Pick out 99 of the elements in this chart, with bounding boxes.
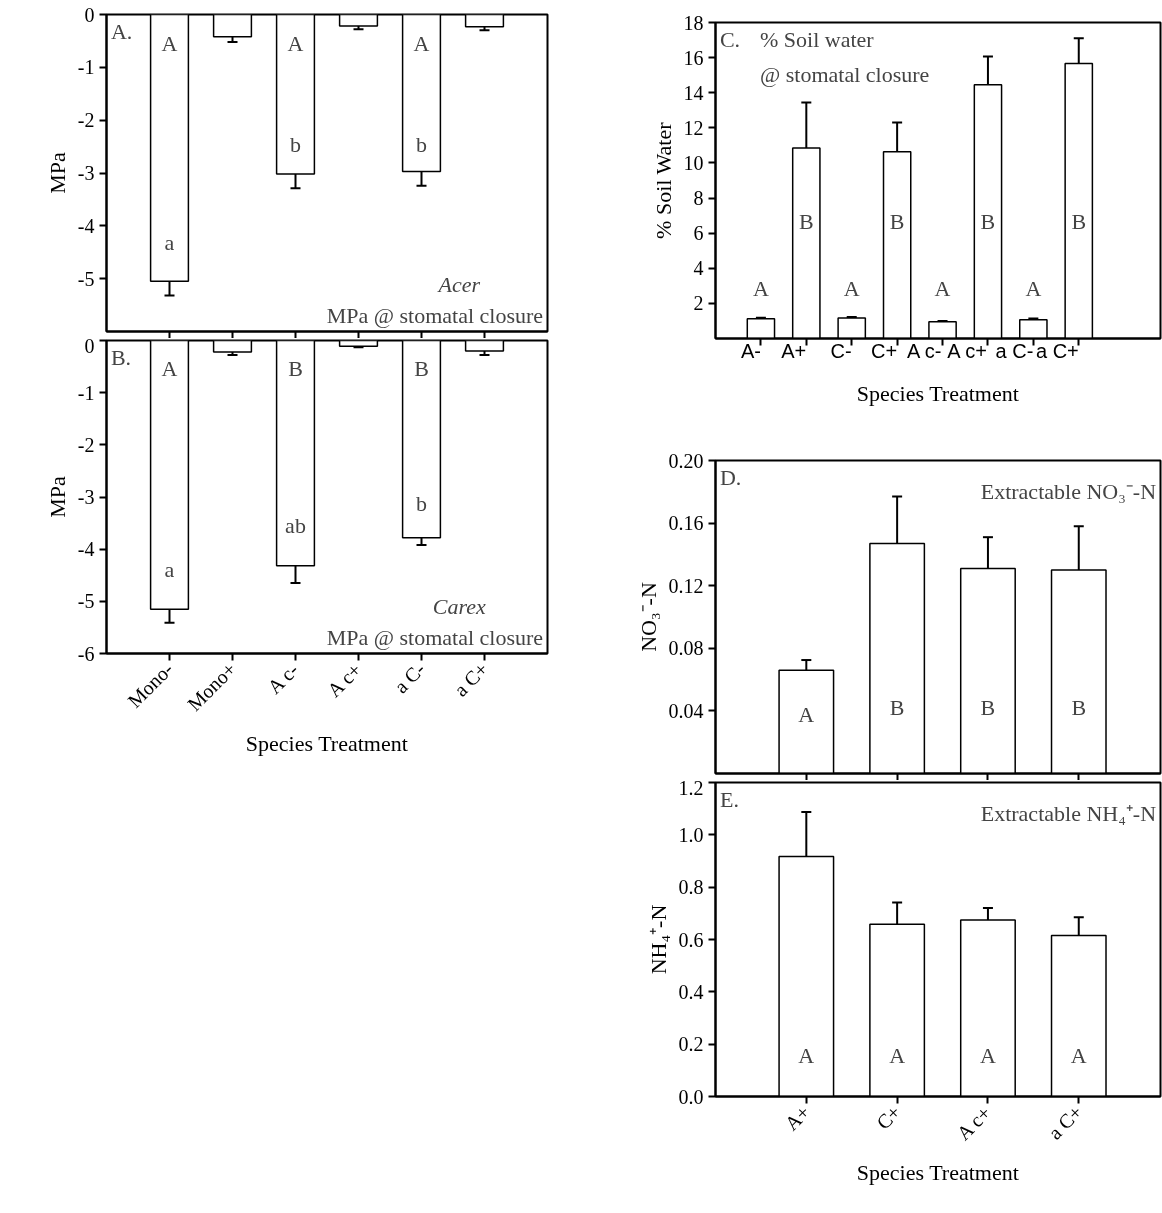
annotation: A: [752, 275, 769, 301]
y-tick-label: 14: [683, 81, 704, 104]
annotation: A: [798, 1043, 815, 1069]
annotation: B: [798, 209, 814, 235]
y-tick-label: -2: [77, 109, 95, 132]
y-tick-label: 4: [693, 257, 704, 280]
y-tick-label: 0: [84, 3, 95, 26]
annotation: b: [416, 132, 427, 158]
annotation: Acer: [436, 271, 481, 297]
y-axis-title: MPa: [44, 475, 70, 518]
annotation: B: [288, 356, 303, 382]
annotation: B: [1071, 695, 1087, 721]
y-tick-label: 0.12: [668, 574, 704, 597]
y-tick-label: -1: [77, 381, 95, 404]
x-tick-label: a C+: [1035, 339, 1079, 362]
y-tick-label: 0.16: [668, 512, 704, 535]
y-tick-label: 10: [683, 151, 704, 174]
annotation: A: [934, 275, 951, 301]
x-tick-label: A c+: [952, 1101, 995, 1145]
y-tick-label: 0.04: [668, 699, 704, 722]
annotation: B: [414, 356, 429, 382]
annotation: B: [889, 695, 905, 721]
annotation: B: [1071, 209, 1087, 235]
y-tick-label: 16: [683, 46, 704, 69]
annotation: Extractable NO₃⁻-N: [980, 479, 1157, 505]
annotation: a: [164, 230, 175, 256]
annotation: B: [980, 209, 996, 235]
x-tick-label: A+: [781, 339, 807, 362]
annotation: A: [1070, 1043, 1087, 1069]
annotation: A: [413, 30, 430, 56]
y-tick-label: 6: [693, 222, 704, 245]
annotation: A.: [110, 19, 133, 45]
y-tick-label: 1.2: [678, 776, 704, 799]
annotation: A: [843, 275, 860, 301]
annotation: % Soil water: [760, 27, 875, 53]
y-tick-label: -2: [77, 433, 95, 456]
x-tick-label: a C-: [389, 657, 430, 698]
y-tick-label: 2: [693, 292, 704, 315]
y-axis-title: MPa: [44, 151, 70, 194]
x-axis-title: Species Treatment: [856, 380, 1019, 406]
x-tick-label: A c-: [262, 658, 303, 699]
y-tick-label: 0.0: [678, 1085, 704, 1108]
annotation: A: [980, 1043, 997, 1069]
annotation: ab: [285, 512, 306, 538]
x-tick-label: a C+: [1043, 1100, 1087, 1144]
x-tick-label: A c+: [947, 339, 987, 362]
x-axis-title: Species Treatment: [245, 730, 408, 756]
y-tick-label: 18: [683, 11, 704, 34]
annotation: B: [980, 695, 996, 721]
x-tick-label: A c+: [322, 658, 366, 702]
y-tick-label: 0.4: [678, 980, 704, 1003]
x-tick-label: C+: [871, 1100, 905, 1134]
y-tick-label: -6: [77, 642, 95, 665]
x-tick-label: A c-: [906, 339, 942, 362]
annotation: MPa @ stomatal closure: [326, 625, 544, 651]
annotation: @ stomatal closure: [760, 62, 930, 87]
x-tick-label: C-: [830, 339, 852, 362]
x-tick-label: A+: [780, 1100, 815, 1135]
y-tick-label: 1.0: [678, 823, 704, 846]
y-tick-label: 0.6: [678, 928, 704, 951]
y-axis-title: % Soil Water: [650, 121, 676, 239]
annotation: D.: [719, 465, 742, 491]
annotation: E.: [719, 787, 739, 813]
x-axis-title: Species Treatment: [856, 1160, 1019, 1186]
y-tick-label: 0.2: [678, 1033, 704, 1056]
annotation: A: [1025, 275, 1042, 301]
annotation: Carex: [432, 594, 487, 620]
annotation: A: [287, 30, 304, 56]
y-tick-label: -1: [77, 56, 95, 79]
x-tick-label: a C-: [995, 339, 1034, 362]
y-tick-label: 0: [84, 334, 95, 357]
annotation: B: [889, 209, 905, 235]
y-tick-label: 0.20: [668, 449, 704, 472]
y-tick-label: -4: [77, 538, 95, 561]
x-tick-label: a C+: [449, 657, 493, 701]
annotation: A: [798, 701, 815, 727]
annotation: C.: [719, 27, 741, 53]
annotation: a: [164, 556, 175, 582]
annotation: A: [889, 1043, 906, 1069]
y-axis-title: NH₄⁺-N: [645, 904, 671, 975]
y-tick-label: -4: [77, 214, 95, 237]
annotation: Extractable NH₄⁺-N: [980, 801, 1157, 827]
annotation: b: [290, 132, 301, 158]
y-axis-title: NO₃⁻-N: [635, 582, 661, 652]
y-tick-label: 0.8: [678, 876, 704, 899]
x-tick-label: A-: [740, 339, 761, 362]
annotation: MPa @ stomatal closure: [326, 303, 544, 329]
x-tick-label: C+: [871, 339, 898, 362]
y-tick-label: -5: [77, 590, 95, 613]
annotation: b: [416, 490, 427, 516]
y-tick-label: 0.08: [668, 637, 704, 660]
annotation: A: [161, 356, 178, 382]
y-tick-label: 8: [693, 187, 704, 210]
y-tick-label: -3: [77, 486, 95, 508]
annotation: A: [161, 30, 178, 56]
y-tick-label: -5: [77, 267, 95, 290]
y-tick-label: -3: [77, 162, 95, 184]
annotation: B.: [110, 345, 132, 371]
y-tick-label: 12: [683, 116, 704, 139]
